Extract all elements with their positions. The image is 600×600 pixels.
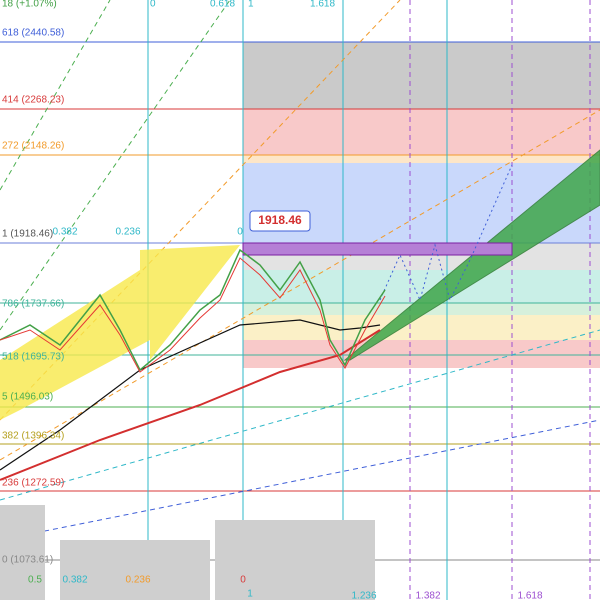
fib-label: 0 (1073.61) bbox=[2, 555, 53, 566]
fib-labels: 618 (2440.58) 414 (2268.23) 272 (2148.26) 1… bbox=[2, 28, 64, 566]
fib-label: 5 (1496.03) bbox=[2, 392, 53, 403]
price-line bbox=[0, 257, 386, 373]
top-label: 0.618 bbox=[210, 0, 235, 10]
fan bbox=[0, 0, 111, 191]
ma-line bbox=[0, 329, 381, 481]
fan bbox=[0, 419, 600, 541]
fib-label: 382 (1396.34) bbox=[2, 431, 64, 442]
zone bbox=[243, 340, 600, 368]
volume-bar bbox=[60, 540, 210, 600]
fib-label: 618 (2440.58) bbox=[2, 28, 64, 39]
bottom-label: 1 bbox=[247, 589, 253, 600]
volume-bar bbox=[0, 505, 45, 600]
fib-label: 414 (2268.23) bbox=[2, 95, 64, 106]
fib-label: 786 (1737.66) bbox=[2, 299, 64, 310]
bottom-label: 0 bbox=[240, 575, 246, 586]
bottom-label: 0.5 bbox=[28, 575, 42, 586]
target-box bbox=[242, 242, 513, 256]
top-label: 0 bbox=[150, 0, 156, 10]
volume bbox=[0, 505, 375, 600]
zone bbox=[243, 42, 600, 109]
projection bbox=[379, 164, 513, 302]
zone bbox=[243, 155, 600, 163]
fan bbox=[0, 0, 401, 421]
bottom-labels: 0.5 0.382 0.236 01 1.236 1.382 1.618 bbox=[28, 575, 543, 600]
fan-lines bbox=[0, 0, 600, 541]
fib-label: 1 (1918.46) bbox=[2, 229, 53, 240]
bottom-label: 0.236 bbox=[125, 575, 150, 586]
zone bbox=[243, 109, 600, 155]
zone bbox=[243, 315, 600, 340]
bottom-label: 1.236 bbox=[351, 591, 376, 600]
fan bbox=[0, 329, 600, 501]
bottom-label: 1.618 bbox=[517, 591, 542, 600]
inner-label: 0.236 bbox=[115, 227, 140, 238]
price-line bbox=[0, 248, 386, 372]
bottom-label: 1.382 bbox=[415, 591, 440, 600]
top-labels: 0 0.618 1 1.618 bbox=[150, 0, 335, 10]
fan bbox=[0, 109, 600, 461]
ma-line bbox=[0, 319, 381, 471]
price-tag-box bbox=[249, 210, 311, 232]
fib-label: 236 (1272.59) bbox=[2, 478, 64, 489]
fib-label: 518 (1695.73) bbox=[2, 352, 64, 363]
inner-labels: 0.382 0.236 0 bbox=[52, 227, 243, 238]
price-tag: 1918.46 bbox=[258, 213, 302, 227]
inner-label: 0.382 bbox=[52, 227, 77, 238]
arrow bbox=[0, 245, 240, 420]
top-label: 1 bbox=[248, 0, 254, 10]
inner-label: 0 bbox=[237, 227, 243, 238]
change: 18 (+1.07%) bbox=[2, 0, 57, 10]
bottom-label: 0.382 bbox=[62, 575, 87, 586]
fib-label: 272 (2148.26) bbox=[2, 141, 64, 152]
top-label: 1.618 bbox=[310, 0, 335, 10]
fan bbox=[0, 0, 231, 331]
volume-bar bbox=[215, 520, 375, 600]
